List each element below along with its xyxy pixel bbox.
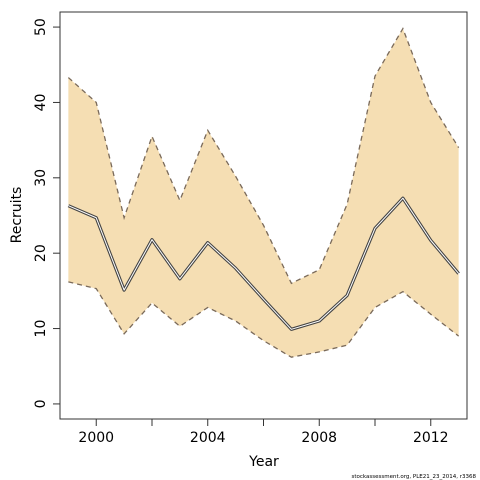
lower-bound-line (68, 281, 460, 358)
y-tick-label-20: 20 (33, 244, 49, 262)
y-tick-label-10: 10 (33, 320, 49, 338)
upper-bound-line (67, 27, 460, 285)
x-tick-label-2004: 2004 (190, 430, 226, 446)
x-tick-label-2000: 2000 (78, 430, 114, 446)
x-axis-title: Year (248, 454, 279, 470)
y-tick-label-50: 50 (33, 18, 49, 36)
y-tick-label-40: 40 (33, 94, 49, 112)
y-axis-title: Recruits (9, 187, 25, 244)
x-tick-label-2008: 2008 (301, 430, 337, 446)
x-tick-label-2012: 2012 (413, 430, 449, 446)
y-tick-label-30: 30 (33, 169, 49, 187)
footnote: stockassessment.org, PLE21_23_2014, r336… (352, 474, 477, 480)
confidence-band (68, 28, 459, 358)
estimate-line-inner (68, 197, 460, 330)
y-axis: 0 10 20 30 40 50 (33, 18, 60, 408)
y-tick-label-0: 0 (33, 399, 49, 408)
x-axis: 2000 2004 2008 2012 (78, 419, 449, 446)
